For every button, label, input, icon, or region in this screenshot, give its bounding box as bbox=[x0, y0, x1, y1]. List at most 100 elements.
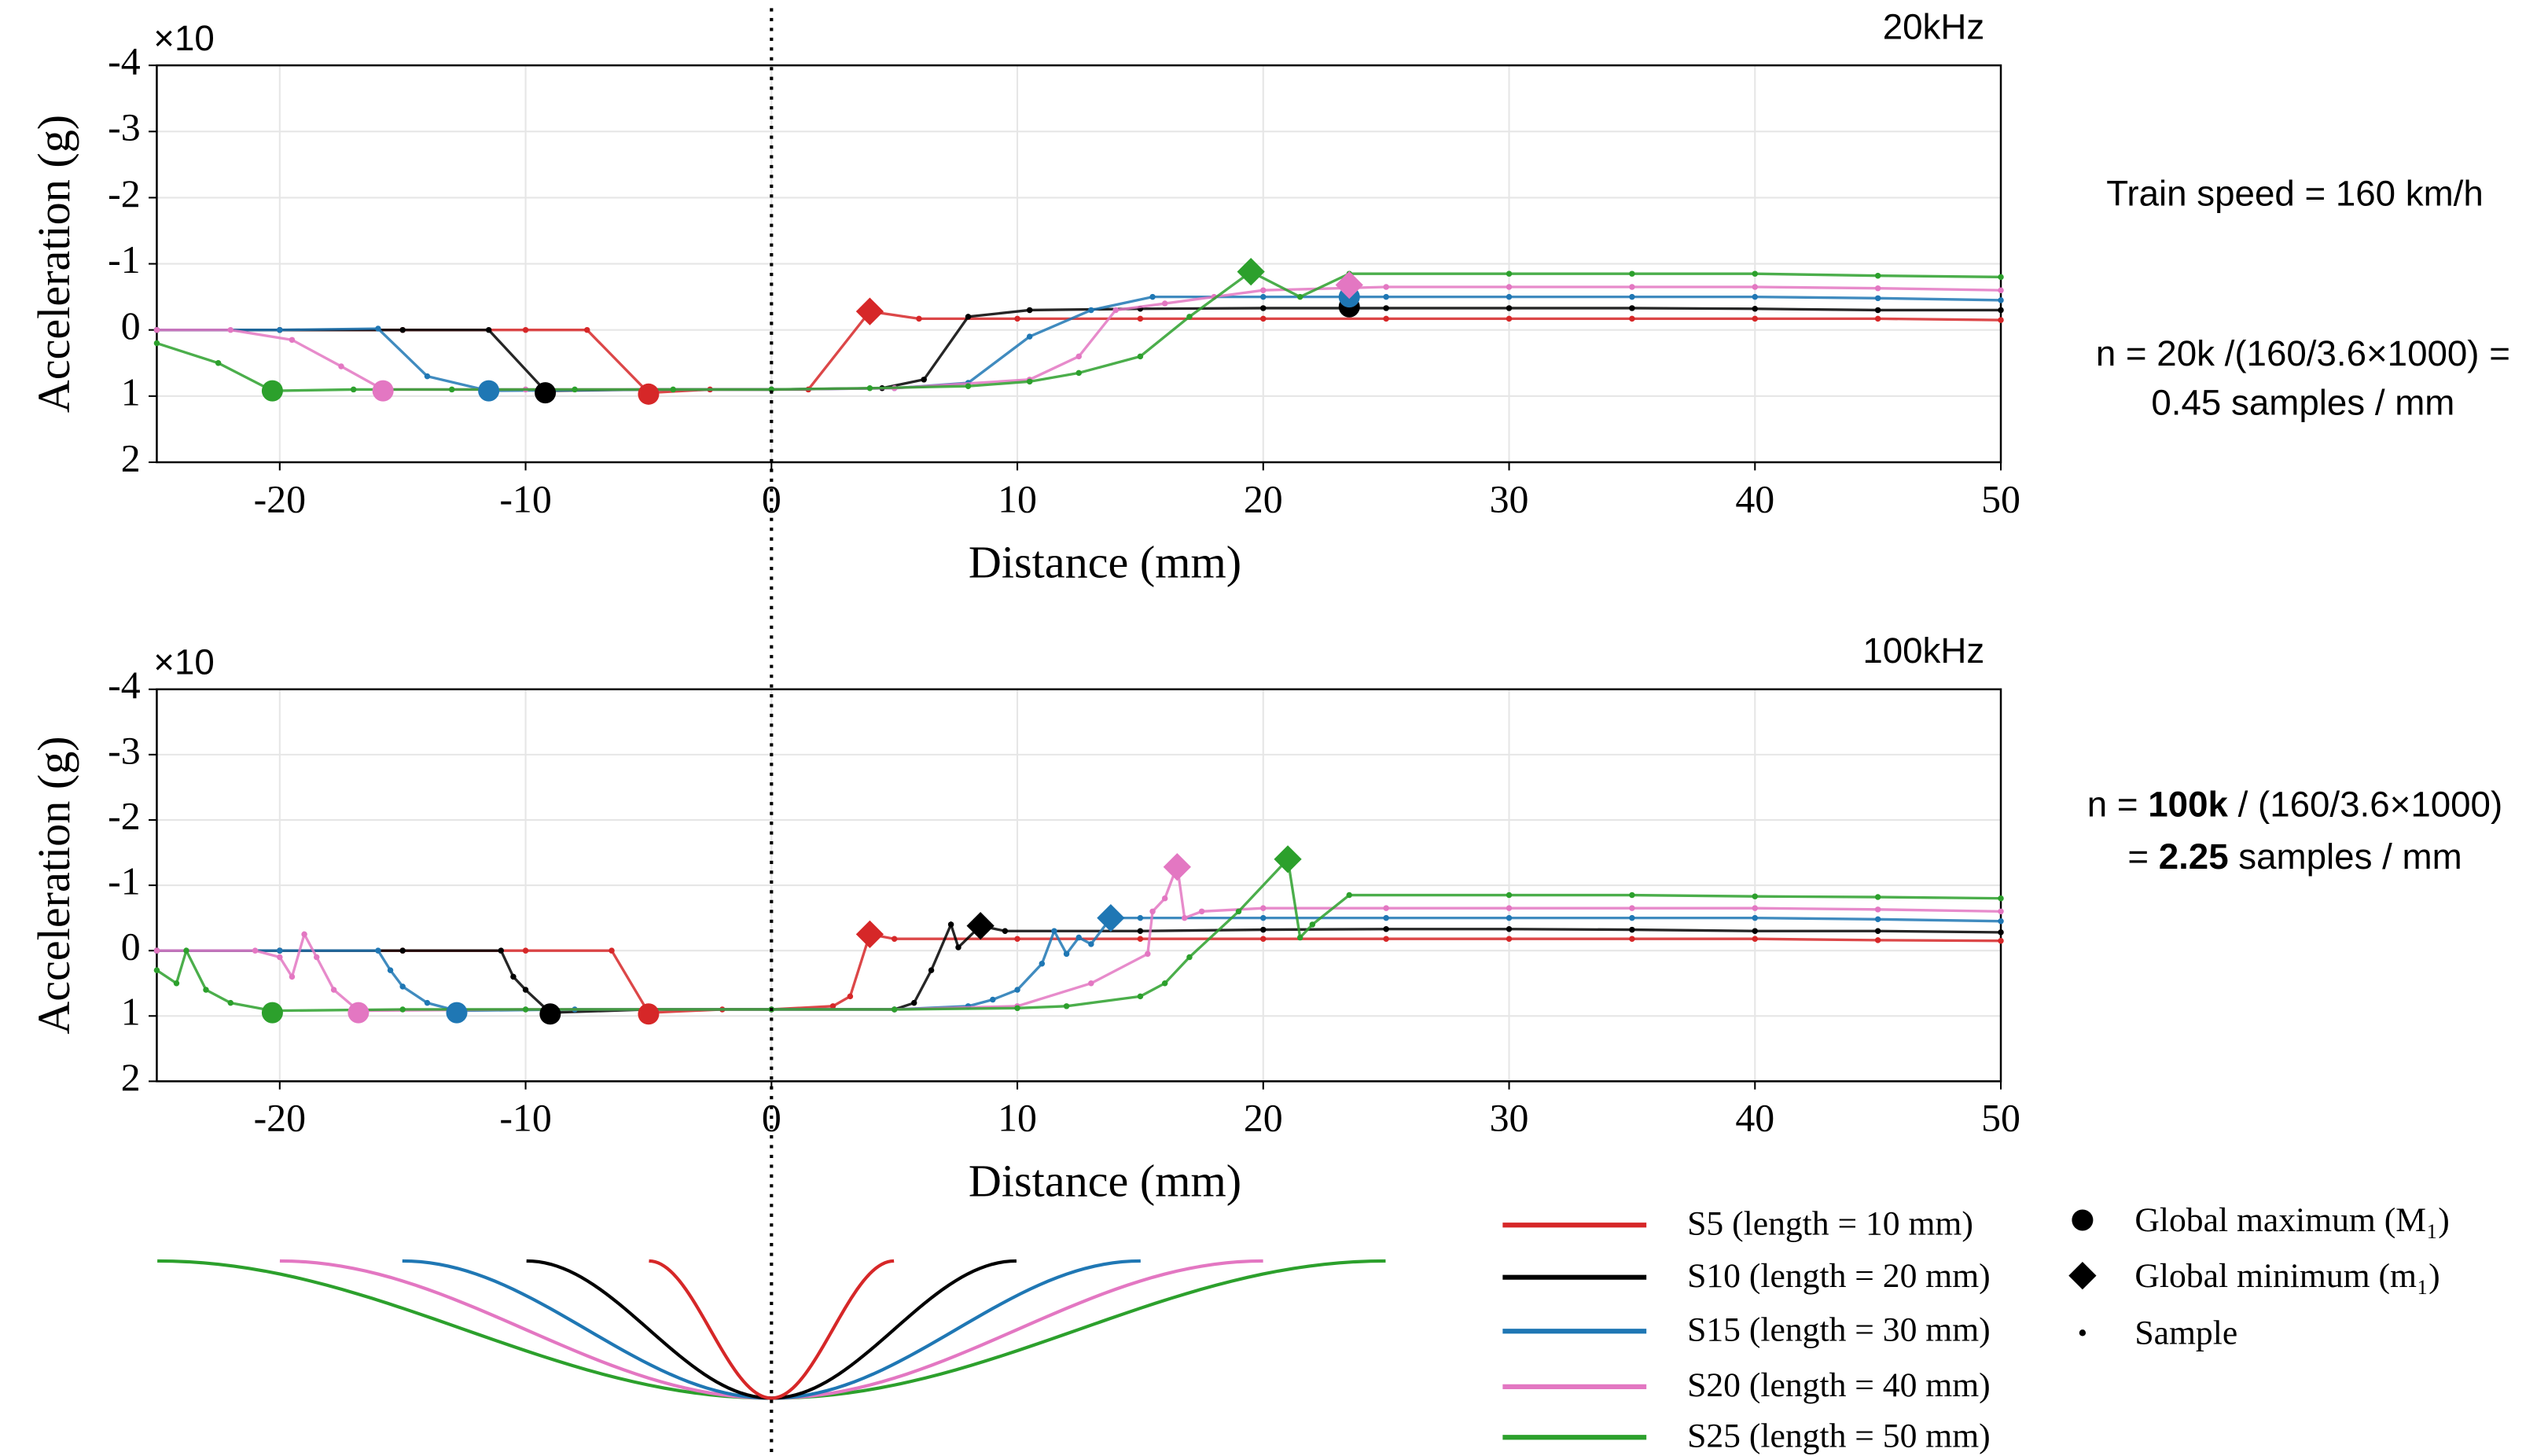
sample-dot bbox=[1874, 928, 1881, 934]
sample-dot bbox=[1002, 928, 1009, 934]
sample-dot bbox=[1629, 914, 1635, 921]
sample-dot bbox=[522, 326, 529, 333]
sample-dot bbox=[1752, 315, 1759, 322]
sample-dot bbox=[1752, 293, 1759, 300]
sample-dot bbox=[1506, 284, 1513, 290]
sample-dot bbox=[1309, 921, 1316, 928]
legend-text: S15 (length = 30 mm) bbox=[1687, 1311, 1991, 1348]
global-min-marker bbox=[855, 920, 884, 949]
sample-dot bbox=[1383, 315, 1389, 322]
sample-dot bbox=[399, 1006, 406, 1013]
sample-dot bbox=[1874, 894, 1881, 900]
global-max-marker bbox=[261, 380, 283, 402]
sample-dot bbox=[847, 993, 854, 1000]
sample-dot bbox=[891, 1006, 898, 1013]
sample-dot bbox=[522, 1006, 529, 1013]
y-tick-label: 1 bbox=[121, 370, 141, 414]
sample-dot bbox=[301, 931, 307, 938]
sample-dot bbox=[1014, 1005, 1020, 1012]
x-tick-label: 10 bbox=[998, 1097, 1037, 1140]
sample-dot bbox=[1629, 270, 1635, 277]
legend-text: S25 (length = 50 mm) bbox=[1687, 1417, 1991, 1454]
sample-dot bbox=[829, 1003, 836, 1009]
sample-dot bbox=[921, 377, 927, 383]
sample-dot bbox=[928, 967, 935, 973]
x-tick-label: 10 bbox=[998, 477, 1037, 520]
sample-dot bbox=[1752, 306, 1759, 312]
sample-dot bbox=[289, 973, 296, 980]
y-tick-label: 0 bbox=[121, 304, 141, 347]
sample-dot bbox=[252, 947, 259, 954]
global-max-marker bbox=[261, 1002, 283, 1024]
legend-dot bbox=[2079, 1329, 2087, 1337]
global-min-marker bbox=[1097, 903, 1125, 932]
global-max-marker bbox=[539, 1003, 561, 1025]
sample-dot bbox=[1161, 980, 1168, 987]
x-tick-label: -10 bbox=[499, 477, 551, 520]
y-tick-label: -4 bbox=[108, 40, 141, 83]
legend-text: Global minimum (m₁) bbox=[2134, 1257, 2440, 1295]
global-max-marker bbox=[478, 380, 500, 402]
sample-dot bbox=[1874, 285, 1881, 292]
x-tick-label: 30 bbox=[1490, 477, 1529, 520]
sample-dot bbox=[1383, 936, 1389, 942]
sample-dot bbox=[1629, 892, 1635, 899]
sample-dot bbox=[1629, 936, 1635, 942]
sample-dot bbox=[1998, 287, 2004, 293]
sample-dot bbox=[916, 315, 922, 322]
sample-dot bbox=[448, 386, 455, 393]
sample-dot bbox=[1075, 353, 1082, 360]
global-max-marker bbox=[638, 1003, 660, 1025]
sample-dot bbox=[399, 947, 406, 954]
sample-dot bbox=[1629, 926, 1635, 933]
global-min-marker bbox=[1237, 258, 1265, 286]
sample-dot bbox=[485, 326, 492, 333]
sample-dot bbox=[1998, 929, 2004, 936]
sample-dot bbox=[1063, 950, 1070, 958]
sample-dot bbox=[1629, 284, 1635, 290]
sample-dot bbox=[1752, 270, 1759, 277]
y-multiplier: ×10 bbox=[153, 642, 214, 682]
sample-dot bbox=[1137, 914, 1144, 921]
n100-note: = 2.25 samples / mm bbox=[2127, 836, 2462, 877]
n20-note: n = 20k /(160/3.6×1000) = bbox=[2096, 333, 2510, 373]
sample-dot bbox=[173, 980, 180, 987]
sample-dot bbox=[1874, 916, 1881, 923]
sample-dot bbox=[1145, 950, 1151, 958]
sample-dot bbox=[1186, 954, 1193, 961]
y-multiplier: ×10 bbox=[153, 18, 214, 58]
series-line bbox=[156, 295, 2002, 392]
sample-dot bbox=[1506, 305, 1513, 311]
x-tick-label: -20 bbox=[254, 477, 306, 520]
x-axis-label: Distance (mm) bbox=[969, 536, 1241, 587]
global-min-marker bbox=[966, 911, 995, 940]
sample-dot bbox=[153, 947, 160, 954]
n100-part: samples / mm bbox=[2229, 836, 2462, 877]
sample-dot bbox=[1752, 905, 1759, 911]
legend-circle bbox=[2072, 1209, 2094, 1231]
sample-dot bbox=[153, 326, 160, 333]
sample-dot bbox=[670, 386, 676, 393]
sample-dot bbox=[1874, 937, 1881, 943]
sample-dot bbox=[947, 921, 954, 928]
sample-dot bbox=[1296, 293, 1303, 300]
sample-dot bbox=[891, 936, 898, 942]
legend-text: Global maximum (M₁) bbox=[2134, 1201, 2449, 1239]
sample-dot bbox=[313, 954, 320, 961]
sample-dot bbox=[1260, 926, 1267, 933]
sample-dot bbox=[1137, 353, 1144, 360]
sample-dot bbox=[1137, 936, 1144, 942]
profile-shape bbox=[279, 1259, 1263, 1400]
sample-dot bbox=[572, 386, 578, 393]
sample-dot bbox=[1998, 908, 2004, 915]
sample-dot bbox=[399, 326, 406, 333]
y-tick-label: 2 bbox=[121, 1056, 141, 1099]
sample-dot bbox=[1998, 937, 2004, 944]
legend-text: S10 (length = 20 mm) bbox=[1687, 1257, 1991, 1295]
sample-dot bbox=[375, 325, 381, 332]
sample-dot bbox=[1137, 315, 1144, 322]
sample-dot bbox=[1137, 928, 1144, 934]
sample-dot bbox=[1137, 993, 1144, 1000]
sample-dot bbox=[1088, 307, 1094, 314]
